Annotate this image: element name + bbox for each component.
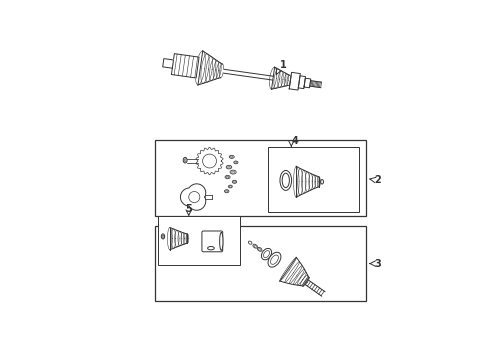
Ellipse shape — [208, 247, 214, 250]
Polygon shape — [163, 59, 173, 68]
Ellipse shape — [228, 185, 232, 188]
Bar — [155, 140, 366, 216]
Ellipse shape — [230, 156, 233, 158]
Ellipse shape — [226, 176, 229, 178]
Ellipse shape — [184, 159, 186, 162]
FancyBboxPatch shape — [202, 231, 223, 252]
Ellipse shape — [258, 248, 261, 251]
Bar — [155, 226, 366, 301]
Ellipse shape — [262, 248, 271, 260]
Ellipse shape — [183, 157, 187, 163]
Ellipse shape — [233, 181, 236, 183]
Polygon shape — [298, 76, 305, 89]
Ellipse shape — [248, 241, 252, 244]
Ellipse shape — [280, 170, 292, 190]
Ellipse shape — [264, 251, 270, 258]
Polygon shape — [172, 54, 199, 78]
Ellipse shape — [220, 233, 223, 251]
Ellipse shape — [224, 190, 229, 193]
Text: 4: 4 — [292, 136, 298, 146]
Text: 2: 2 — [374, 175, 381, 185]
Ellipse shape — [320, 180, 323, 184]
Ellipse shape — [225, 190, 228, 192]
Ellipse shape — [282, 173, 290, 188]
Ellipse shape — [268, 252, 281, 267]
Ellipse shape — [229, 186, 231, 187]
Ellipse shape — [270, 255, 278, 264]
Text: 1: 1 — [280, 59, 287, 69]
Polygon shape — [304, 78, 311, 88]
Ellipse shape — [230, 170, 236, 174]
Ellipse shape — [225, 175, 230, 179]
Ellipse shape — [235, 162, 237, 163]
Ellipse shape — [232, 180, 237, 183]
Ellipse shape — [203, 154, 217, 168]
Polygon shape — [223, 69, 273, 80]
Ellipse shape — [232, 171, 235, 173]
Ellipse shape — [254, 245, 256, 247]
Polygon shape — [289, 72, 300, 90]
Ellipse shape — [226, 165, 232, 169]
Ellipse shape — [189, 192, 200, 203]
Ellipse shape — [161, 234, 165, 239]
Ellipse shape — [257, 247, 262, 251]
Bar — [268, 147, 359, 212]
Text: 3: 3 — [374, 258, 381, 269]
Ellipse shape — [227, 166, 230, 168]
Bar — [158, 216, 240, 265]
Polygon shape — [180, 184, 206, 210]
Ellipse shape — [229, 155, 234, 158]
Text: 5: 5 — [185, 204, 192, 214]
Ellipse shape — [162, 235, 164, 238]
Ellipse shape — [234, 161, 238, 164]
Ellipse shape — [253, 244, 257, 248]
Polygon shape — [196, 147, 223, 175]
